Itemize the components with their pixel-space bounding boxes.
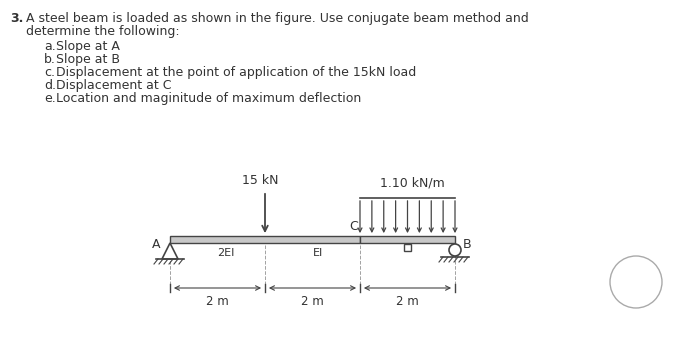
Text: 2EI: 2EI bbox=[217, 248, 234, 258]
Text: C: C bbox=[349, 220, 358, 233]
Text: determine the following:: determine the following: bbox=[26, 25, 179, 38]
Text: Slope at A: Slope at A bbox=[56, 40, 120, 53]
Text: 2 m: 2 m bbox=[301, 295, 324, 308]
Polygon shape bbox=[162, 243, 178, 259]
Text: A: A bbox=[151, 238, 160, 251]
Text: 2 m: 2 m bbox=[396, 295, 419, 308]
Text: 15 kN: 15 kN bbox=[241, 174, 278, 187]
Text: 1.10 kN/m: 1.10 kN/m bbox=[380, 177, 445, 190]
Circle shape bbox=[449, 244, 461, 256]
Text: c.: c. bbox=[44, 66, 55, 79]
Bar bbox=[360, 236, 455, 243]
Text: 2 m: 2 m bbox=[206, 295, 229, 308]
Text: A steel beam is loaded as shown in the figure. Use conjugate beam method and: A steel beam is loaded as shown in the f… bbox=[26, 12, 529, 25]
Bar bbox=[170, 236, 360, 243]
Text: EI: EI bbox=[312, 248, 323, 258]
Bar bbox=[404, 244, 411, 251]
Circle shape bbox=[610, 256, 662, 308]
Text: Location and maginitude of maximum deflection: Location and maginitude of maximum defle… bbox=[56, 92, 361, 105]
Text: 3.: 3. bbox=[10, 12, 23, 25]
Text: Displacement at C: Displacement at C bbox=[56, 79, 171, 92]
Text: 9/9: 9/9 bbox=[623, 275, 649, 290]
Text: Slope at B: Slope at B bbox=[56, 53, 120, 66]
Text: Displacement at the point of application of the 15kN load: Displacement at the point of application… bbox=[56, 66, 416, 79]
Text: e.: e. bbox=[44, 92, 56, 105]
Text: a.: a. bbox=[44, 40, 56, 53]
Text: d.: d. bbox=[44, 79, 56, 92]
Text: B: B bbox=[463, 238, 472, 251]
Text: b.: b. bbox=[44, 53, 56, 66]
